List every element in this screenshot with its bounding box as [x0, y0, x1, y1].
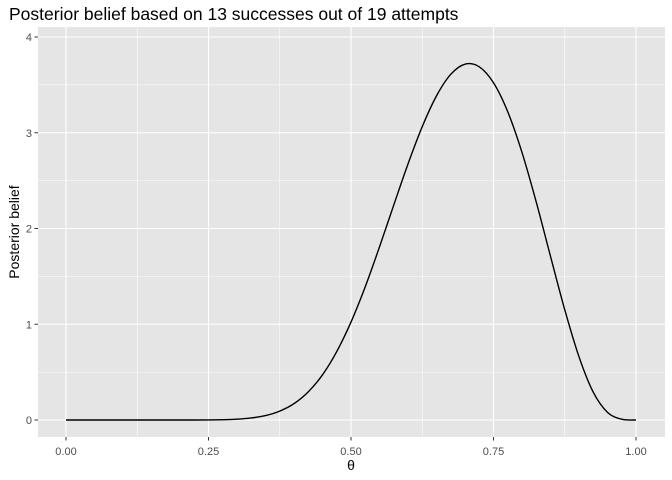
x-tick-label: 0.75	[483, 446, 504, 458]
y-tick-label: 2	[26, 224, 32, 236]
x-tick-label: 1.00	[625, 446, 646, 458]
grid-layer	[38, 27, 665, 437]
y-tick-label: 0	[26, 415, 32, 427]
posterior-curve	[65, 62, 637, 421]
y-tick-label: 3	[26, 128, 32, 140]
x-tick-label: 0.25	[198, 446, 219, 458]
chart-title: Posterior belief based on 13 successes o…	[9, 4, 459, 24]
x-axis-title: θ	[347, 457, 355, 473]
y-axis-title: Posterior belief	[6, 185, 22, 278]
x-tick-label: 0.00	[55, 446, 76, 458]
y-tick-label: 1	[26, 319, 32, 331]
y-tick-label: 4	[26, 32, 32, 44]
x-tick-label: 0.50	[340, 446, 361, 458]
axis-layer: 0.00 0.25 0.50 0.75 1.00 0 1 2 3 4	[26, 32, 647, 458]
line-layer	[65, 62, 637, 421]
